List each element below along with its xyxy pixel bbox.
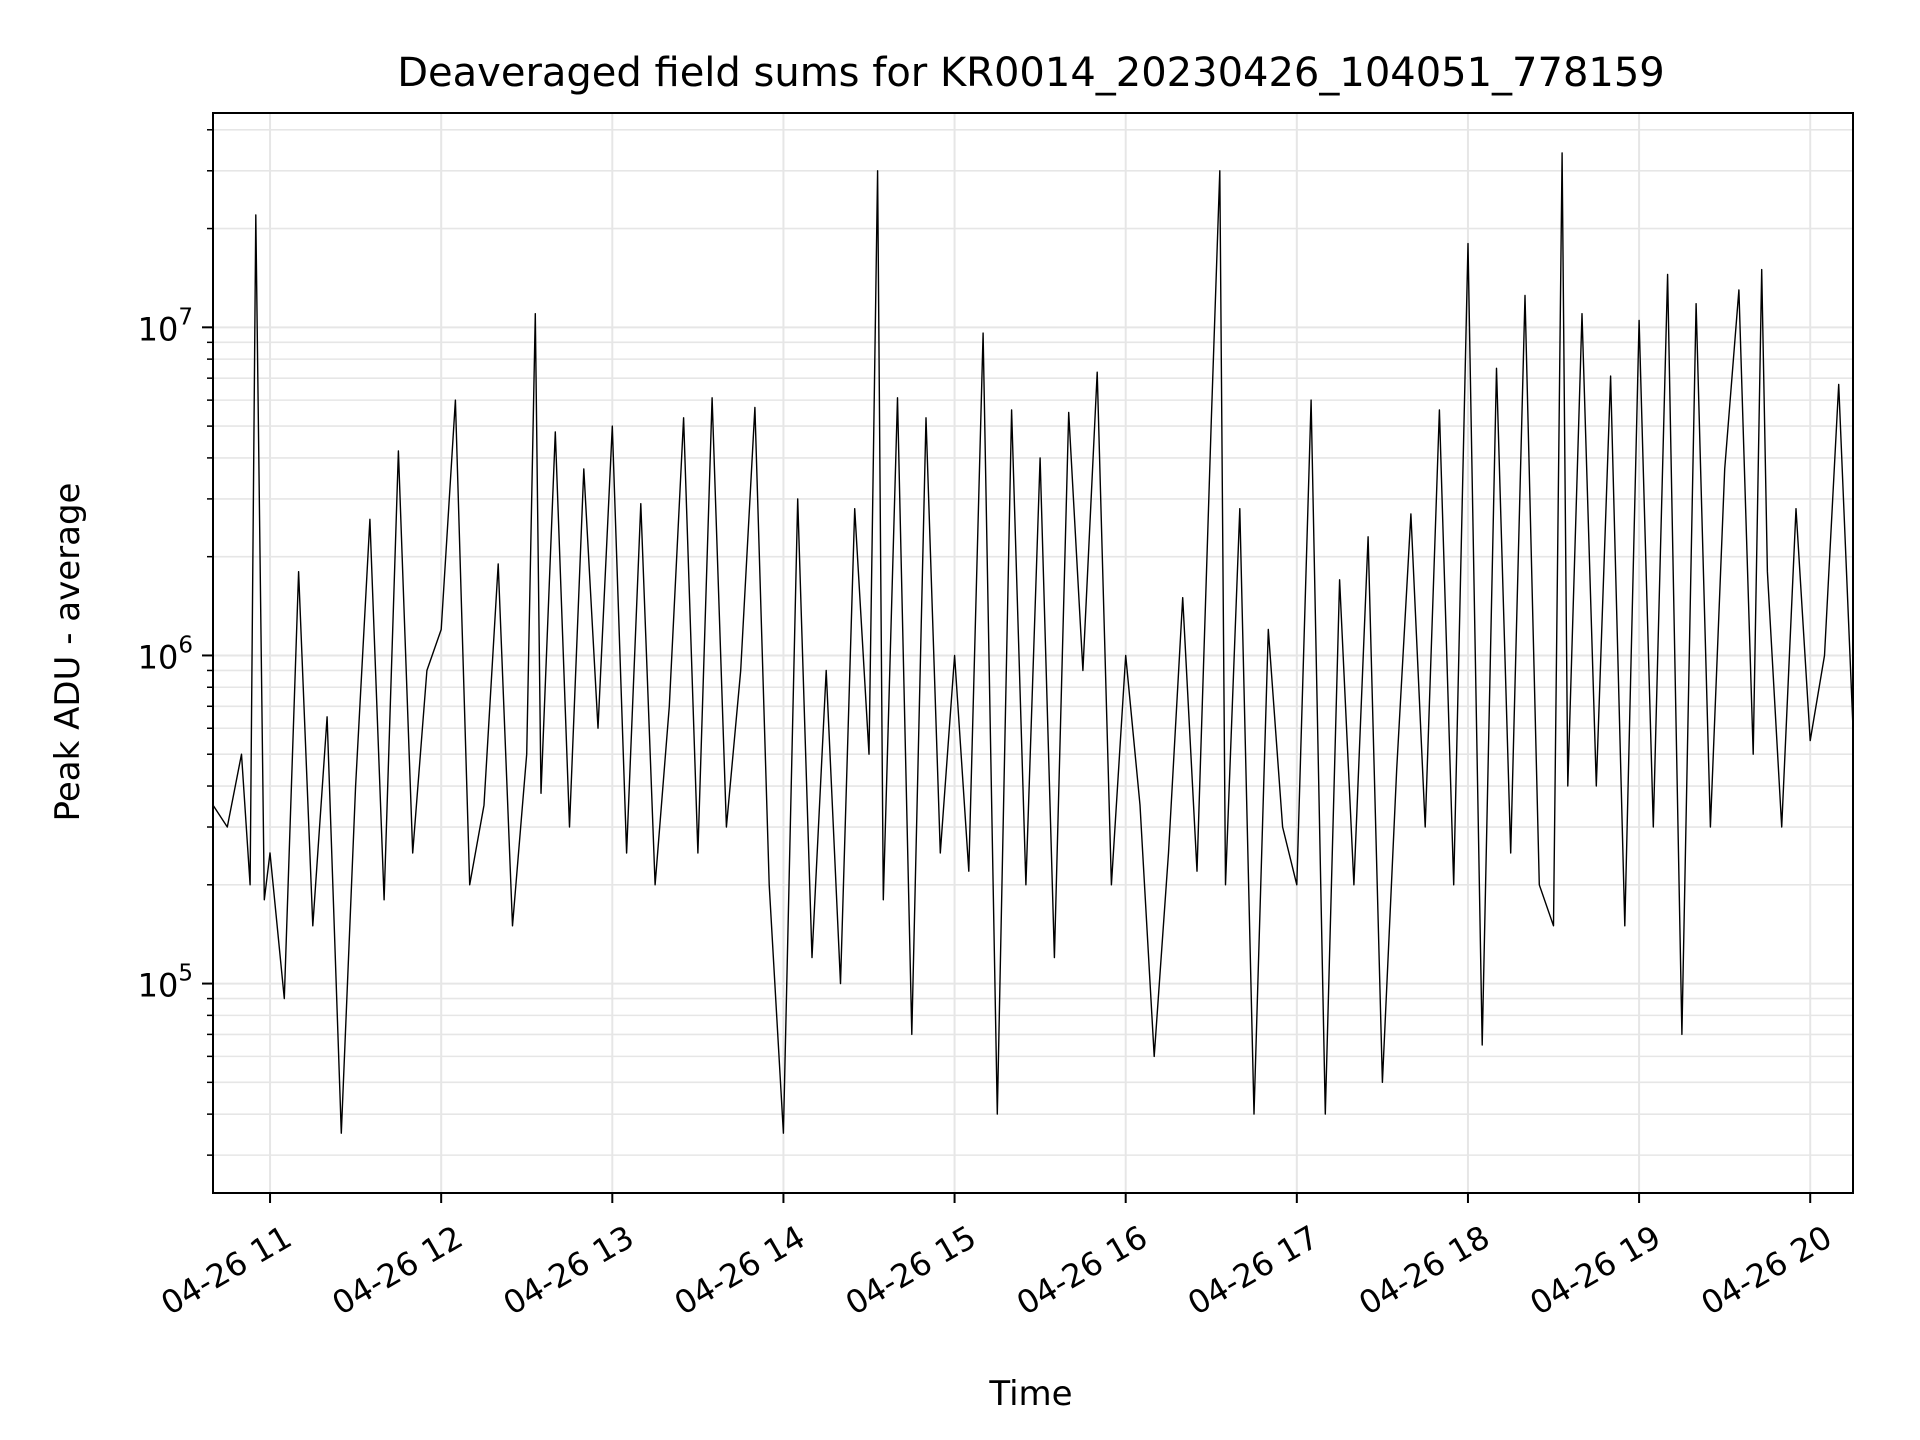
x-axis-label: Time	[988, 1374, 1072, 1414]
y-axis-label: Peak ADU - average	[48, 483, 88, 822]
x-axis: 04-26 11 04-26 12 04-26 13 04-26 14 04-26 15…	[154, 1193, 1838, 1323]
x-tick-label: 04-26 15	[839, 1218, 983, 1323]
x-tick-label: 04-26 20	[1695, 1218, 1839, 1323]
chart-title: Deaveraged field sums for KR0014_2023042…	[397, 50, 1665, 96]
x-tick-label: 04-26 13	[497, 1218, 641, 1323]
y-tick-label: 106	[138, 632, 193, 676]
y-tick-label: 105	[138, 961, 193, 1005]
series-line	[212, 152, 1854, 1134]
x-tick-label: 04-26 14	[668, 1218, 812, 1323]
plot-frame	[212, 112, 1854, 1194]
y-axis: 105 106 107	[138, 129, 213, 1156]
x-tick-label: 04-26 17	[1181, 1218, 1325, 1323]
x-tick-label: 04-26 11	[154, 1218, 298, 1323]
x-tick-label: 04-26 19	[1523, 1218, 1667, 1323]
x-tick-label: 04-26 12	[326, 1218, 470, 1323]
x-tick-label: 04-26 18	[1352, 1218, 1496, 1323]
y-tick-label: 107	[138, 304, 193, 348]
x-tick-label: 04-26 16	[1010, 1218, 1154, 1323]
